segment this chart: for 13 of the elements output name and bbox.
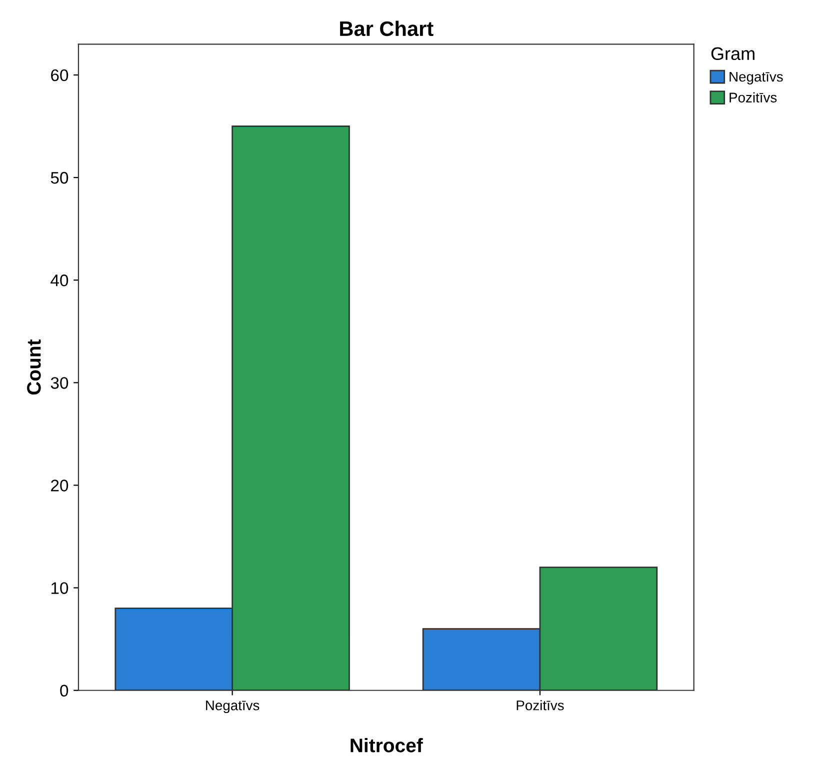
y-tick-label: 30 [50,377,68,389]
y-axis-title: Count [27,339,41,395]
y-tick-label: 60 [51,69,68,82]
legend-label: Pozitīvs [730,92,777,102]
y-tick-label: 20 [51,480,68,492]
y-tick-label: 10 [51,582,68,594]
y-tick-label: 40 [50,274,68,286]
y-tick-label: 50 [50,172,68,184]
x-axis-title: Nitrocef [350,738,423,752]
chart-title: Bar Chart [340,20,434,36]
legend-title: Gram [711,47,754,60]
legend-label: Negatīvs [730,72,783,84]
y-tick-label: 0 [60,684,68,697]
